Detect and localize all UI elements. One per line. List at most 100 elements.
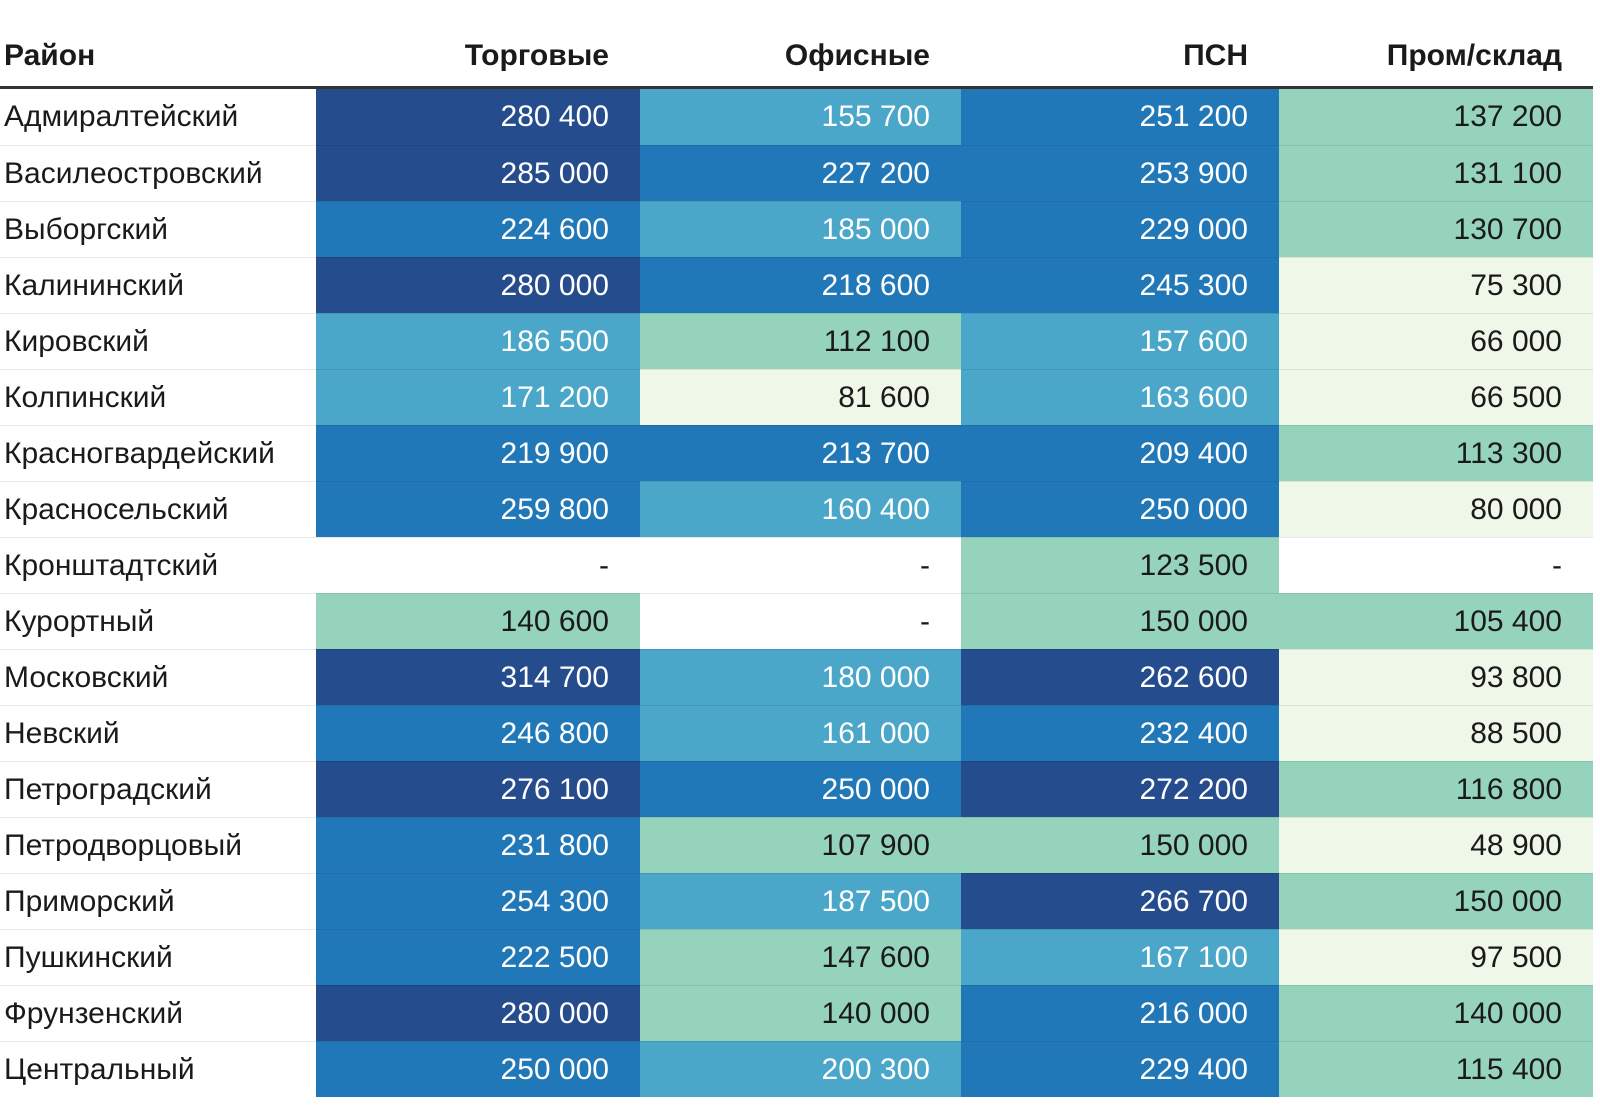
value-cell: 167 100: [961, 929, 1279, 985]
value-cell: 280 000: [316, 985, 640, 1041]
value-cell: 161 000: [640, 705, 961, 761]
table-row: Кировский 186 500 112 100 157 600 66 000: [0, 313, 1593, 369]
table-header-row: Район Торговые Офисные ПСН Пром/склад: [0, 0, 1593, 89]
value-cell: 314 700: [316, 649, 640, 705]
table-row: Петродворцовый 231 800 107 900 150 000 48 90…: [0, 817, 1593, 873]
value-cell: 88 500: [1279, 705, 1593, 761]
table-row: Приморский 254 300 187 500 266 700 150 000: [0, 873, 1593, 929]
value-cell: 171 200: [316, 369, 640, 425]
value-cell: 75 300: [1279, 257, 1593, 313]
district-cell: Невский: [0, 705, 316, 761]
district-cell: Адмиралтейский: [0, 89, 316, 145]
value-cell: 262 600: [961, 649, 1279, 705]
value-cell: 115 400: [1279, 1041, 1593, 1097]
value-cell: 216 000: [961, 985, 1279, 1041]
value-cell: 219 900: [316, 425, 640, 481]
value-cell: 232 400: [961, 705, 1279, 761]
value-cell: 116 800: [1279, 761, 1593, 817]
value-cell: 163 600: [961, 369, 1279, 425]
value-cell: 229 400: [961, 1041, 1279, 1097]
value-cell: 48 900: [1279, 817, 1593, 873]
table-row: Красногвардейский 219 900 213 700 209 400 11…: [0, 425, 1593, 481]
value-cell: 276 100: [316, 761, 640, 817]
district-cell: Выборгский: [0, 201, 316, 257]
column-header-office: Офисные: [784, 39, 930, 72]
value-cell: 186 500: [316, 313, 640, 369]
table-row: Курортный 140 600-150 000 105 400: [0, 593, 1593, 649]
value-cell: 224 600: [316, 201, 640, 257]
value-cell: 187 500: [640, 873, 961, 929]
value-cell: 150 000: [1279, 873, 1593, 929]
value-cell: 272 200: [961, 761, 1279, 817]
value-cell: 140 600: [316, 593, 640, 649]
district-cell: Красногвардейский: [0, 425, 316, 481]
value-cell: 131 100: [1279, 145, 1593, 201]
value-cell: 280 400: [316, 89, 640, 145]
district-cell: Фрунзенский: [0, 985, 316, 1041]
value-cell: 229 000: [961, 201, 1279, 257]
value-cell: 259 800: [316, 481, 640, 537]
value-cell: 180 000: [640, 649, 961, 705]
table-body: Адмиралтейский 280 400 155 700 251 200 137 2…: [0, 89, 1593, 1097]
table-row: Калининский 280 000 218 600 245 300 75 300: [0, 257, 1593, 313]
value-cell: 107 900: [640, 817, 961, 873]
value-cell: 157 600: [961, 313, 1279, 369]
value-cell: 160 400: [640, 481, 961, 537]
value-cell: 245 300: [961, 257, 1279, 313]
column-header-psn: ПСН: [1183, 39, 1248, 72]
value-cell: 253 900: [961, 145, 1279, 201]
value-cell: 251 200: [961, 89, 1279, 145]
value-cell: 209 400: [961, 425, 1279, 481]
value-cell: 147 600: [640, 929, 961, 985]
table-row: Колпинский 171 200 81 600 163 600 66 500: [0, 369, 1593, 425]
value-cell: -: [316, 537, 640, 593]
value-cell: 112 100: [640, 313, 961, 369]
value-cell: -: [640, 537, 961, 593]
value-cell: 130 700: [1279, 201, 1593, 257]
value-cell: 285 000: [316, 145, 640, 201]
table-row: Адмиралтейский 280 400 155 700 251 200 137 2…: [0, 89, 1593, 145]
district-cell: Колпинский: [0, 369, 316, 425]
value-cell: 218 600: [640, 257, 961, 313]
column-header-region: Район: [4, 39, 96, 72]
column-header-retail: Торговые: [464, 39, 609, 72]
district-cell: Петроградский: [0, 761, 316, 817]
value-cell: 105 400: [1279, 593, 1593, 649]
value-cell: 250 000: [316, 1041, 640, 1097]
table-row: Кронштадтский - -123 500-: [0, 537, 1593, 593]
table-row: Фрунзенский 280 000 140 000 216 000 140 000: [0, 985, 1593, 1041]
value-cell: 140 000: [1279, 985, 1593, 1041]
value-cell: 250 000: [640, 761, 961, 817]
value-cell: 280 000: [316, 257, 640, 313]
value-cell: -: [640, 593, 961, 649]
table-row: Невский 246 800 161 000 232 400 88 500: [0, 705, 1593, 761]
value-cell: 93 800: [1279, 649, 1593, 705]
district-cell: Василеостровский: [0, 145, 316, 201]
value-cell: 137 200: [1279, 89, 1593, 145]
value-cell: 185 000: [640, 201, 961, 257]
value-cell: 81 600: [640, 369, 961, 425]
value-cell: 254 300: [316, 873, 640, 929]
district-cell: Кировский: [0, 313, 316, 369]
district-cell: Приморский: [0, 873, 316, 929]
table-row: Центральный 250 000 200 300 229 400 115 400: [0, 1041, 1593, 1097]
table-row: Василеостровский 285 000 227 200 253 900 131…: [0, 145, 1593, 201]
value-cell: 113 300: [1279, 425, 1593, 481]
value-cell: 231 800: [316, 817, 640, 873]
value-cell: 200 300: [640, 1041, 961, 1097]
value-cell: 155 700: [640, 89, 961, 145]
table-row: Выборгский 224 600 185 000 229 000 130 700: [0, 201, 1593, 257]
value-cell: 246 800: [316, 705, 640, 761]
district-cell: Красносельский: [0, 481, 316, 537]
value-cell: 80 000: [1279, 481, 1593, 537]
district-cell: Кронштадтский: [0, 537, 316, 593]
value-cell: 140 000: [640, 985, 961, 1041]
value-cell: 123 500: [961, 537, 1279, 593]
value-cell: 266 700: [961, 873, 1279, 929]
district-cell: Петродворцовый: [0, 817, 316, 873]
table-row: Пушкинский 222 500 147 600 167 100 97 500: [0, 929, 1593, 985]
table-row: Красносельский 259 800 160 400 250 000 80 00…: [0, 481, 1593, 537]
table-row: Петроградский 276 100 250 000 272 200 116 80…: [0, 761, 1593, 817]
value-cell: 150 000: [961, 593, 1279, 649]
